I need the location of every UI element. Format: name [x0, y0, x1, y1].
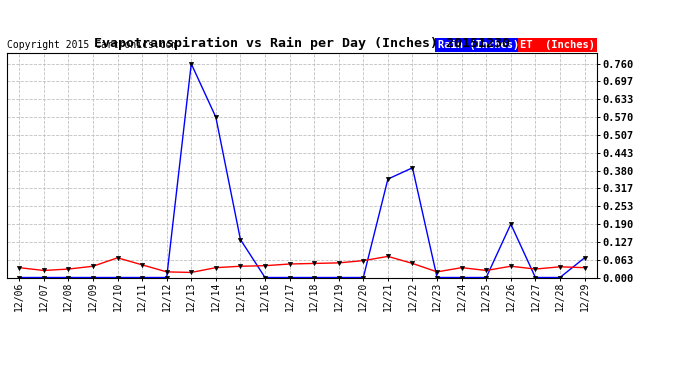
Title: Evapotranspiration vs Rain per Day (Inches) 20151230: Evapotranspiration vs Rain per Day (Inch…	[94, 37, 510, 50]
Text: ET  (Inches): ET (Inches)	[520, 40, 595, 50]
Text: Rain (Inches): Rain (Inches)	[437, 40, 519, 50]
Text: Copyright 2015 Cartronics.com: Copyright 2015 Cartronics.com	[7, 40, 177, 50]
